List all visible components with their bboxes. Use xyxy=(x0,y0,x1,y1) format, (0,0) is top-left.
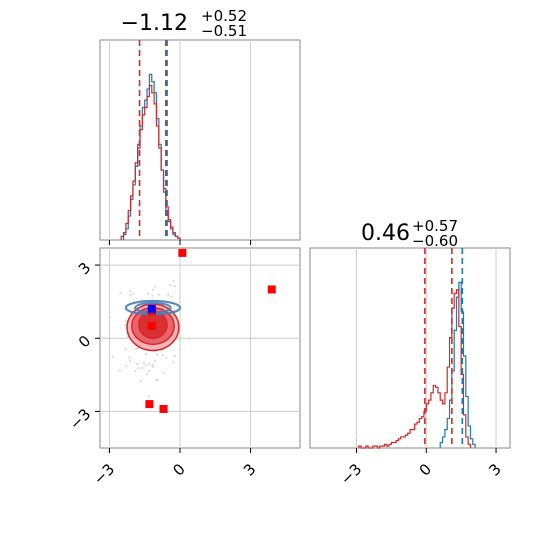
scatter-point xyxy=(153,360,156,363)
scatter-point xyxy=(156,378,159,381)
scatter-point xyxy=(172,361,175,364)
scatter-point xyxy=(170,295,173,298)
panel-bottom-right-title-sub: −0.60 xyxy=(412,232,458,250)
scatter-point xyxy=(142,361,146,364)
panel-bottom-left-markers xyxy=(145,248,276,413)
scatter-point xyxy=(153,285,157,288)
scatter-point xyxy=(128,356,131,359)
scatter-point xyxy=(151,363,155,366)
scatter-point xyxy=(132,307,135,311)
panel-top-left-title: −1.12 xyxy=(121,11,188,36)
panel-top-left: −1.12 +0.52 −0.51 xyxy=(99,7,301,245)
scatter-point xyxy=(152,365,155,369)
scatter-point xyxy=(147,363,151,366)
scatter-point xyxy=(108,316,112,319)
panel-top-left-title-sub: −0.51 xyxy=(201,22,247,40)
panel-top-left-title-sup: +0.52 xyxy=(201,7,247,25)
panel-bottom-left-yticks: 3 0 −3 xyxy=(66,259,100,433)
panel-bottom-left-frame xyxy=(99,247,301,449)
panel-bottom-right-xtick-label-1: 0 xyxy=(416,460,435,479)
panel-bottom-right-xticks: −3 0 3 xyxy=(337,448,505,488)
red-marker-1 xyxy=(267,285,276,294)
scatter-point xyxy=(136,346,140,350)
red-marker-2 xyxy=(147,322,156,331)
panel-bottom-right-title: 0.46 xyxy=(361,221,410,246)
panel-bottom-left-xtick-label-1: 0 xyxy=(169,460,188,479)
scatter-point xyxy=(118,369,122,372)
panel-bottom-right-series-1 xyxy=(358,289,472,449)
panel-bottom-left-ytick-label-1: 0 xyxy=(75,332,94,351)
panel-bottom-right-vlines xyxy=(424,248,464,448)
scatter-point xyxy=(124,348,127,351)
scatter-point xyxy=(125,365,128,368)
panel-top-left-frame xyxy=(99,39,301,241)
scatter-point xyxy=(137,367,140,370)
scatter-point xyxy=(165,356,168,359)
scatter-point xyxy=(144,364,147,367)
scatter-point xyxy=(145,352,148,356)
scatter-point xyxy=(128,359,131,362)
scatter-point xyxy=(172,309,175,312)
panel-top-left-series-1 xyxy=(120,84,181,240)
scatter-point xyxy=(161,354,164,357)
scatter-point xyxy=(169,284,172,287)
scatter-point xyxy=(167,293,170,296)
scatter-point xyxy=(124,323,127,327)
scatter-point xyxy=(145,373,148,376)
panel-bottom-left-xtick-label-0: −3 xyxy=(90,460,118,488)
scatter-point xyxy=(147,395,150,398)
panel-top-left-grid xyxy=(108,40,252,245)
scatter-point xyxy=(147,369,150,372)
red-marker-0 xyxy=(178,248,187,257)
scatter-point xyxy=(162,371,165,374)
panel-bottom-right-frame xyxy=(309,247,511,449)
scatter-point xyxy=(111,355,114,358)
panel-bottom-right-grid xyxy=(356,248,497,448)
panel-bottom-left-ytick-label-0: 3 xyxy=(75,259,94,278)
panel-top-left-series xyxy=(120,73,181,240)
scatter-point xyxy=(157,293,160,296)
scatter-point xyxy=(141,366,144,370)
red-marker-4 xyxy=(159,404,168,413)
panel-top-left-series-0 xyxy=(122,73,181,240)
panel-bottom-left-xtick-label-2: 3 xyxy=(240,460,259,479)
panel-bottom-right-xtick-label-2: 3 xyxy=(485,460,504,479)
scatter-point xyxy=(134,347,138,351)
scatter-point xyxy=(146,292,150,295)
panel-bottom-left-ytick-label-2: −3 xyxy=(66,405,94,433)
scatter-point xyxy=(139,379,142,383)
scatter-point xyxy=(129,294,132,297)
scatter-point xyxy=(173,354,177,358)
scatter-point xyxy=(119,291,122,294)
scatter-point xyxy=(124,319,127,322)
scatter-point xyxy=(132,292,135,295)
scatter-point xyxy=(156,353,159,356)
red-marker-3 xyxy=(145,400,154,409)
scatter-point xyxy=(172,279,175,283)
scatter-point xyxy=(178,348,182,351)
blue-marker-0 xyxy=(147,304,156,313)
panel-top-left-vlines xyxy=(138,40,168,240)
scatter-point xyxy=(136,362,139,366)
scatter-point xyxy=(134,369,137,373)
scatter-point xyxy=(129,290,132,293)
panel-bottom-left: −3 0 3 3 0 −3 xyxy=(66,247,301,488)
panel-bottom-right-xtick-label-0: −3 xyxy=(337,460,365,488)
panel-bottom-left-xticks: −3 0 3 xyxy=(90,448,259,488)
panel-bottom-right-series-0 xyxy=(439,281,476,448)
panel-bottom-right: −3 0 3 0.46 +0.57 −0.60 xyxy=(309,217,511,488)
panel-bottom-right-title-sup: +0.57 xyxy=(412,217,458,235)
scatter-point xyxy=(151,294,154,297)
scatter-point xyxy=(173,285,176,288)
scatter-point xyxy=(188,337,191,340)
scatter-point xyxy=(152,288,155,291)
panel-bottom-right-series xyxy=(358,281,476,449)
